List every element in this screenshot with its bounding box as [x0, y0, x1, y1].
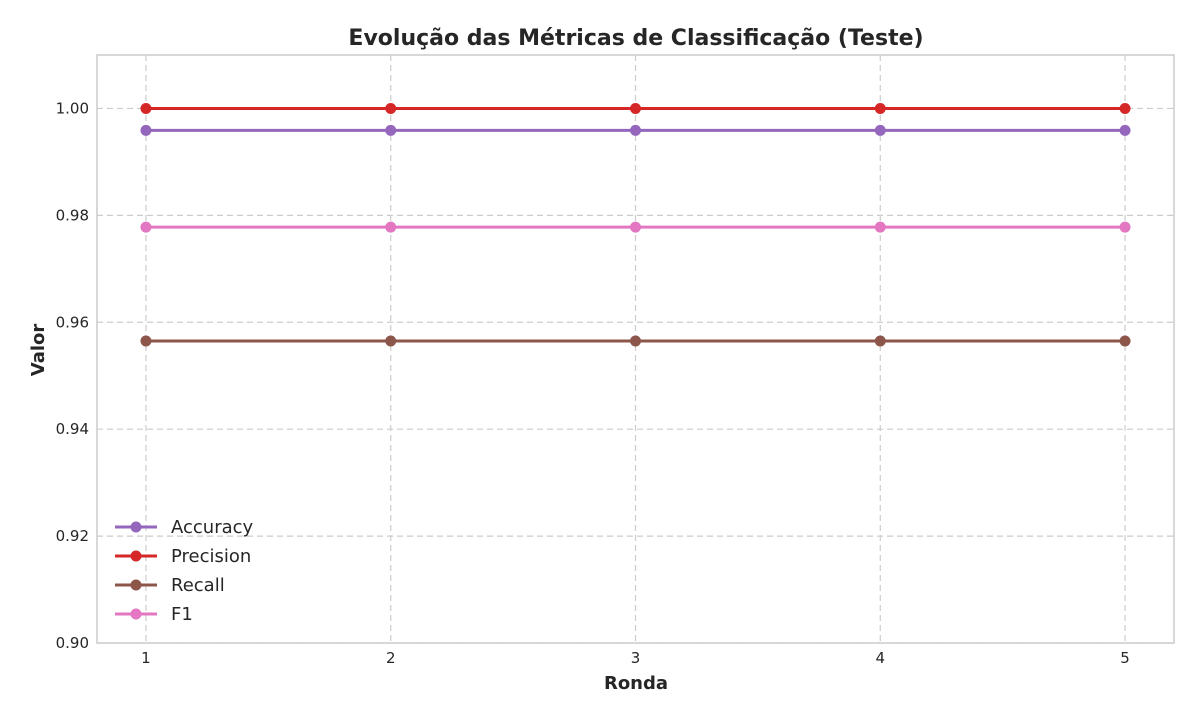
grid: [97, 55, 1174, 644]
x-axis-label: Ronda: [604, 673, 668, 694]
data-point-f1: [1119, 221, 1131, 233]
y-axis-ticks: 0.90 0.92 0.94 0.96 0.98 1.00: [56, 99, 89, 652]
y-tick-label: 0.96: [56, 313, 89, 331]
legend-item-precision: Precision: [115, 546, 251, 567]
data-point-recall: [385, 335, 397, 347]
y-tick-label: 0.98: [56, 206, 89, 224]
data-point-precision: [140, 102, 152, 114]
data-point-accuracy: [140, 124, 152, 136]
data-point-recall: [140, 335, 152, 347]
legend: Accuracy Precision Recall F1: [115, 517, 254, 625]
series-precision: [140, 102, 1131, 114]
x-tick-label: 1: [141, 649, 151, 667]
legend-item-accuracy: Accuracy: [115, 517, 254, 538]
x-tick-label: 4: [875, 649, 885, 667]
data-point-recall: [874, 335, 886, 347]
y-tick-label: 0.92: [56, 527, 89, 545]
data-point-precision: [630, 102, 641, 114]
legend-label: Precision: [171, 546, 251, 567]
data-point-precision: [1119, 102, 1131, 114]
chart-title: Evolução das Métricas de Classificação (…: [348, 26, 923, 51]
series-accuracy: [140, 124, 1131, 136]
x-tick-label: 5: [1120, 649, 1130, 667]
data-point-f1: [630, 221, 641, 233]
y-tick-label: 1.00: [56, 99, 89, 117]
x-tick-label: 2: [386, 649, 396, 667]
series-recall: [140, 335, 1131, 347]
legend-swatch-marker: [130, 579, 142, 591]
data-point-f1: [874, 221, 886, 233]
legend-item-recall: Recall: [115, 575, 225, 596]
legend-swatch-marker: [130, 550, 142, 562]
legend-item-f1: F1: [115, 604, 193, 625]
legend-label: Recall: [171, 575, 225, 596]
data-point-precision: [385, 102, 397, 114]
y-tick-label: 0.94: [56, 420, 89, 438]
series-lines: [140, 102, 1131, 347]
data-point-accuracy: [874, 124, 886, 136]
legend-swatch-marker: [130, 521, 142, 533]
y-tick-label: 0.90: [56, 634, 89, 652]
plot-frame: [96, 54, 1175, 644]
data-point-accuracy: [1119, 124, 1131, 136]
series-f1: [140, 221, 1131, 233]
legend-label: F1: [171, 604, 193, 625]
data-point-recall: [630, 335, 641, 347]
data-point-f1: [140, 221, 152, 233]
data-point-recall: [1119, 335, 1131, 347]
data-point-f1: [385, 221, 397, 233]
y-axis-label: Valor: [28, 324, 49, 377]
data-point-accuracy: [630, 124, 641, 136]
data-point-accuracy: [385, 124, 397, 136]
data-point-precision: [874, 102, 886, 114]
legend-swatch-marker: [130, 608, 142, 620]
legend-label: Accuracy: [171, 517, 254, 538]
x-axis-ticks: 1 2 3 4 5: [141, 649, 1130, 667]
x-tick-label: 3: [631, 649, 641, 667]
